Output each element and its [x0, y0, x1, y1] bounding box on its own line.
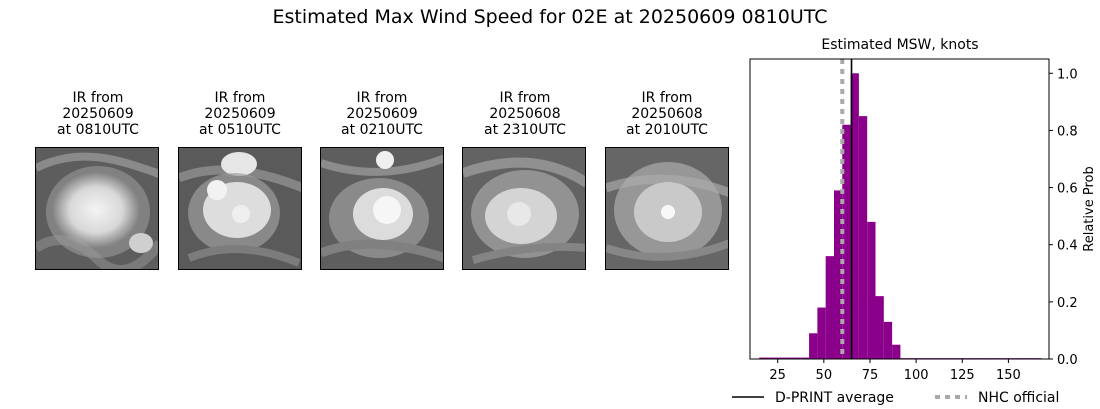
histogram-bar: [767, 357, 776, 359]
histogram-bar: [892, 344, 901, 359]
chart-title: Estimated MSW, knots: [821, 37, 979, 53]
ir-satellite-image: [605, 147, 729, 270]
histogram-bar: [867, 221, 876, 359]
histogram-bar: [833, 190, 843, 359]
ir-satellite-image: [35, 147, 159, 270]
histogram-bar: [883, 321, 893, 359]
y-tick-label: 0.4: [1057, 239, 1078, 254]
ir-panel-title: IR from 20250609 at 0210UTC: [341, 90, 423, 138]
x-tick-label: 25: [769, 368, 786, 383]
ir-satellite-image: [320, 147, 444, 270]
histogram-bar: [809, 333, 818, 359]
y-tick-label: 0.2: [1057, 296, 1078, 311]
histogram-bar: [850, 73, 859, 360]
histogram-bar: [775, 357, 785, 359]
ir-panel-title: IR from 20250608 at 2010UTC: [626, 90, 708, 138]
x-tick-label: 75: [862, 368, 879, 383]
histogram-bar: [800, 357, 810, 359]
histogram-bar: [784, 357, 793, 359]
legend-nhc-label: NHC official: [978, 390, 1059, 406]
x-tick-label: 50: [816, 368, 833, 383]
ir-panel-title: IR from 20250609 at 0510UTC: [199, 90, 281, 138]
y-tick-label: 0.0: [1057, 353, 1078, 368]
histogram-bar: [817, 307, 826, 359]
plot-frame: [749, 58, 1050, 360]
y-tick-label: 0.8: [1057, 124, 1078, 139]
y-tick-label: 1.0: [1057, 67, 1078, 82]
histogram-bar: [792, 357, 801, 359]
ir-panel-title: IR from 20250609 at 0810UTC: [57, 90, 139, 138]
ir-panel-title: IR from 20250608 at 2310UTC: [484, 90, 566, 138]
y-tick-label: 0.6: [1057, 182, 1078, 197]
ir-satellite-image: [462, 147, 586, 270]
x-tick-label: 125: [950, 368, 975, 383]
histogram-bar: [842, 124, 851, 359]
figure-title: Estimated Max Wind Speed for 02E at 2025…: [272, 6, 828, 28]
x-tick-label: 150: [996, 368, 1021, 383]
ir-satellite-image: [178, 147, 302, 270]
x-tick-label: 100: [904, 368, 929, 383]
histogram-bar: [759, 357, 768, 359]
histogram-bar: [875, 296, 884, 359]
histogram-bar: [825, 256, 834, 359]
histogram-bar: [858, 116, 868, 360]
legend-dprint-label: D-PRINT average: [775, 390, 894, 406]
y-axis-label: Relative Prob: [1082, 166, 1097, 251]
